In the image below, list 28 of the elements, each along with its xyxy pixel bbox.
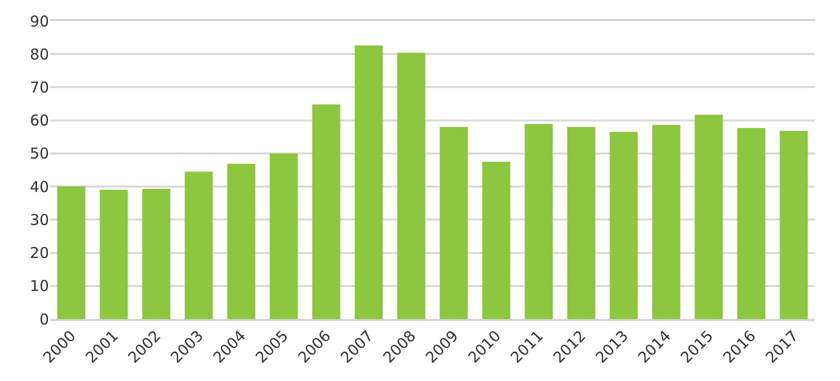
bar: [142, 188, 170, 319]
bar: [270, 153, 298, 319]
bar: [610, 132, 638, 319]
bar: [57, 186, 86, 319]
bar: [100, 190, 128, 319]
y-tick-label: 70: [30, 78, 49, 96]
bar: [354, 46, 383, 319]
bar: [440, 126, 468, 319]
bar: [312, 104, 340, 319]
y-tick-label: 50: [30, 144, 49, 163]
bar: [780, 130, 808, 319]
bar: [567, 126, 596, 319]
y-tick-label: 20: [30, 244, 49, 262]
y-tick-label: 90: [30, 12, 49, 30]
bar: [652, 124, 680, 319]
bar: [482, 162, 510, 319]
bar: [397, 52, 426, 319]
bar: [737, 128, 766, 319]
bar: [184, 172, 213, 319]
y-tick-label: 40: [30, 178, 49, 196]
y-tick-label: 0: [39, 310, 49, 328]
y-tick-label: 30: [30, 210, 49, 229]
y-tick-label: 10: [30, 277, 49, 296]
bar: [694, 114, 723, 319]
y-tick-label: 80: [30, 45, 49, 64]
bar: [524, 124, 553, 319]
y-tick-label: 60: [30, 112, 49, 130]
bar: [227, 164, 256, 319]
